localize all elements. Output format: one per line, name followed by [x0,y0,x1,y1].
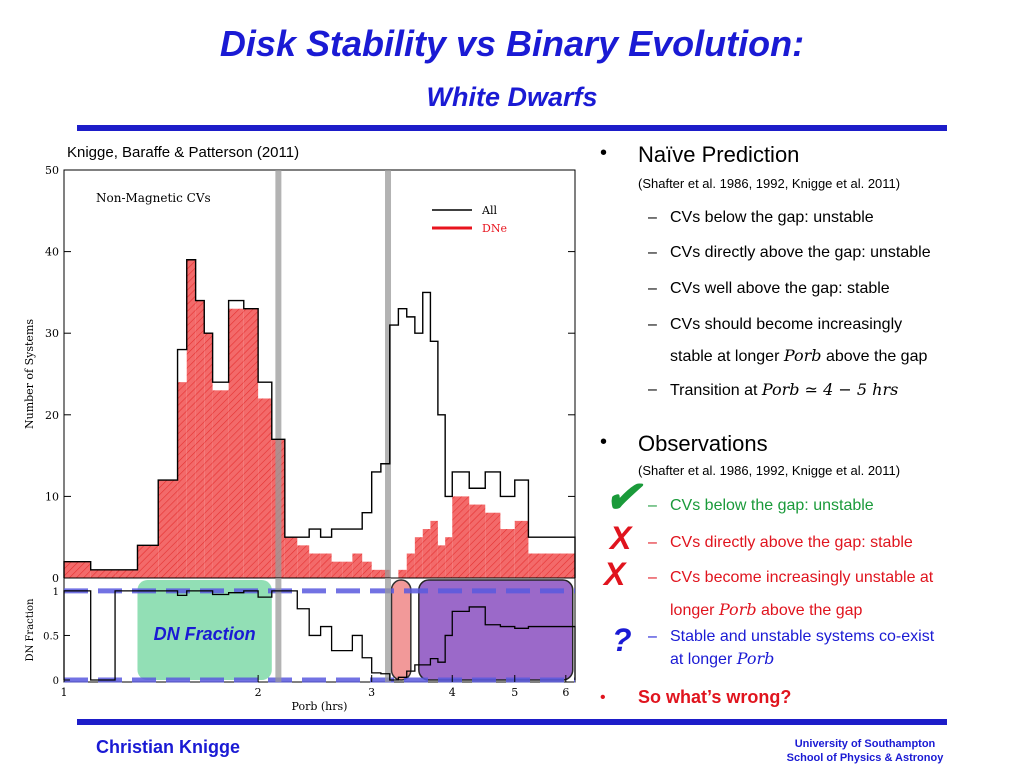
dne-bar [469,504,486,578]
dne-bar [398,569,407,578]
chart-annotation: Non-Magnetic CVs [96,191,211,205]
institution-line: School of Physics & Astronoy [786,752,944,764]
bullet-mark: • [600,431,608,453]
dne-bar [137,545,159,578]
dne-bar [186,259,196,578]
prediction-reference: (Shafter et al. 1986, 1992, Knigge et al… [638,176,901,191]
dne-bar [309,553,321,578]
x-tick-label: 3 [368,686,375,699]
bullet-mark: • [600,689,606,706]
dne-bar [528,553,542,578]
highlight-box [390,579,412,681]
author-name: Christian Knigge [96,737,241,757]
dne-bar [414,537,423,578]
dne-bar [115,569,138,578]
y-tick-label: 0.5 [43,631,59,642]
histogram-frame [63,169,576,579]
dne-bar [204,333,213,578]
dne-bar [514,520,529,578]
dn-fraction-label: DN Fraction [154,624,256,644]
x-tick-label: 4 [449,686,456,699]
slide-subtitle: White Dwarfs [426,82,598,112]
dne-bar [541,553,575,578]
dne-bar [64,561,91,578]
fraction-panel: DN Fraction 0 0.5 1 DN Fraction 1 2 3 4 5 6 Porb (h… [25,577,576,713]
institution: University of Southampton School of Phys… [770,737,960,765]
dne-bar [445,537,453,578]
dne-bar [422,529,431,578]
y-tick-label: 50 [45,164,59,177]
porb-symbol: Porb [783,346,822,365]
slide-title: Disk Stability vs Binary Evolution: [219,23,805,64]
dne-bar [352,553,363,578]
dne-bar [284,537,298,578]
dne-bar [90,569,116,578]
x-tick-label: 5 [511,686,518,699]
cross-mark-icon: X [604,556,626,592]
dne-bar [406,553,415,578]
dne-bar [430,520,438,578]
histogram-panel: 0 10 20 30 40 50 Number of Systems Non-Magnetic… [23,164,576,585]
dne-bar [228,308,244,578]
dne-bar [500,529,515,578]
cross-mark-icon: X [610,520,632,556]
legend-label-dne: DNe [482,222,507,235]
y-axis-label: Number of Systems [23,319,36,429]
observations-heading: Observations [638,431,768,456]
bottom-divider [77,719,947,725]
dne-bar [342,561,353,578]
conclusion-text: So what’s wrong? [638,687,792,707]
x-tick-label: 2 [255,686,262,699]
transition-formula: Porb ≃ 4 − 5 hrs [761,380,899,399]
porb-symbol: Porb [718,600,757,619]
x-tick-label: 6 [562,686,569,699]
check-mark-icon: ✔ [604,473,641,522]
x-tick-label: 1 [61,686,68,699]
dne-bar [485,512,501,578]
y-tick-label: 0 [52,572,59,585]
x-axis-label: Porb (hrs) [292,700,348,713]
period-gap-edge-band [275,170,282,578]
y-tick-label: 10 [45,490,59,503]
period-gap-edge-band [385,578,392,682]
fraction-step-line [63,590,576,681]
dne-bar [362,561,372,578]
dne-bar [452,496,470,578]
y-tick-label: 30 [45,327,59,340]
bullet-mark: • [600,142,608,164]
institution-line: University of Southampton [794,738,936,750]
all-systems-step-line [63,259,576,578]
dne-bar [371,569,381,578]
legend-label-all: All [481,204,497,217]
dne-bar [331,561,343,578]
dne-bar [258,398,272,578]
y-tick-label: 20 [45,409,59,422]
y-tick-label: 1 [53,587,59,598]
dne-bar [320,553,332,578]
y-axis-label: DN Fraction [25,598,36,661]
dne-bar [212,390,229,578]
prediction-heading: Naïve Prediction [638,142,800,167]
period-gap-edge-band [385,170,392,578]
dne-bar [177,382,187,578]
top-divider [77,125,947,131]
dne-bar [195,300,205,578]
y-tick-label: 40 [45,246,59,259]
dne-bar [437,545,446,578]
period-gap-edge-band [275,578,282,682]
highlight-box [418,579,574,681]
y-tick-label: 0 [53,676,59,687]
chart-citation: Knigge, Baraffe & Patterson (2011) [67,144,300,161]
observations-reference: (Shafter et al. 1986, 1992, Knigge et al… [638,463,901,478]
dne-bar [243,308,259,578]
highlight-box [137,580,272,680]
dne-bar [158,480,178,578]
porb-symbol: Porb [736,649,775,668]
dne-bar [297,545,310,578]
question-mark-icon: ? [612,622,632,658]
